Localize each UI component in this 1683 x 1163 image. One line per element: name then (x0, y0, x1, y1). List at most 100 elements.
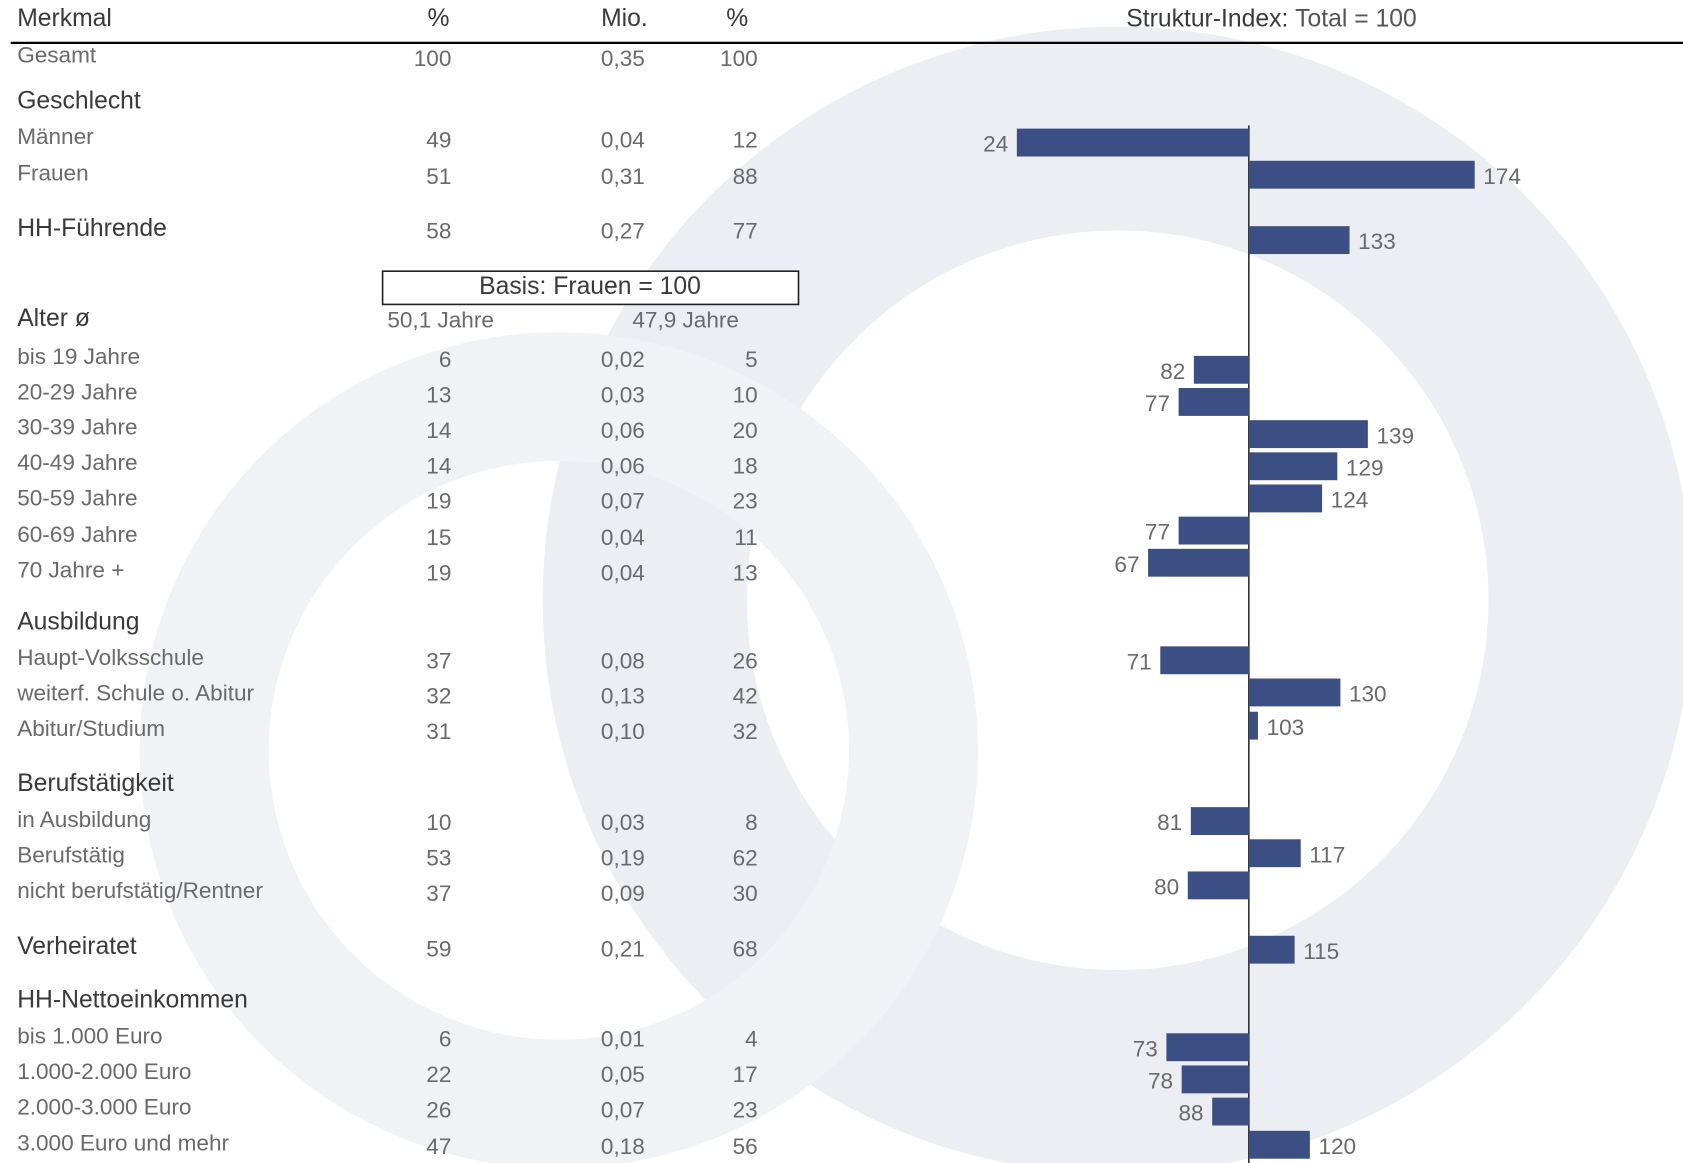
row-label: 2.000-3.000 Euro (17, 1094, 191, 1119)
index-bar (1160, 646, 1249, 675)
cell: 0,02 (601, 347, 645, 372)
index-title: Struktur-Index: Total = 100 (1126, 5, 1416, 32)
index-label: 24 (983, 132, 1008, 157)
cell: 37 (426, 881, 451, 906)
row-label: Berufstätig (17, 842, 125, 867)
cell: 0,10 (601, 719, 645, 744)
index-bar (1248, 711, 1258, 740)
row-label: Haupt-Volksschule (17, 645, 204, 670)
cell: 19 (426, 489, 451, 514)
index-label: 77 (1145, 520, 1170, 545)
cell: 6 (439, 1027, 452, 1052)
cell: 10 (733, 383, 758, 408)
cell: 59 (426, 937, 451, 962)
cell: 88 (733, 164, 758, 189)
index-bar (1148, 548, 1249, 577)
index-bar (1248, 452, 1338, 481)
cell: 22 (426, 1062, 451, 1087)
index-label: 78 (1148, 1069, 1173, 1094)
cell: 14 (426, 453, 451, 478)
cell: 15 (426, 525, 451, 550)
cell: 14 (426, 418, 451, 443)
index-bar (1248, 226, 1350, 255)
cell: 0,04 (601, 127, 645, 152)
cell: 62 (733, 846, 758, 871)
index-label: 73 (1133, 1036, 1158, 1061)
row-label: 1.000-2.000 Euro (17, 1059, 191, 1084)
cell: 0,08 (601, 648, 645, 673)
cell: 0,06 (601, 453, 645, 478)
basis-note: Basis: Frauen = 100 (479, 273, 701, 300)
cell: 0,06 (601, 418, 645, 443)
row-label: Abitur/Studium (17, 716, 165, 741)
cell: 5 (745, 347, 758, 372)
index-bar (1187, 871, 1249, 900)
cell: 0,18 (601, 1134, 645, 1159)
cell: 32 (426, 684, 451, 709)
col-header: Mio. (601, 5, 648, 32)
col-header: Merkmal (17, 5, 112, 32)
cell: 0,21 (601, 937, 645, 962)
cell: 0,35 (601, 46, 645, 71)
group-label: Geschlecht (17, 87, 141, 114)
cell: 0,01 (601, 1027, 645, 1052)
cell: 0,03 (601, 810, 645, 835)
cell: 58 (426, 219, 451, 244)
average: 50,1 Jahre (387, 308, 494, 333)
index-bar (1248, 839, 1301, 868)
index-label: 133 (1358, 229, 1396, 254)
row-label: Gesamt (17, 43, 97, 68)
row-label: nicht berufstätig/Rentner (17, 878, 263, 903)
cell: 0,07 (601, 489, 645, 514)
row-label: 20-29 Jahre (17, 379, 137, 404)
index-label: 103 (1267, 715, 1305, 740)
index-bar (1178, 516, 1249, 545)
row-label: 40-49 Jahre (17, 450, 137, 475)
cell: 56 (733, 1134, 758, 1159)
cell: 77 (733, 219, 758, 244)
index-label: 124 (1331, 488, 1369, 513)
index-label: 80 (1154, 875, 1179, 900)
cell: 4 (745, 1027, 758, 1052)
cell: 17 (733, 1062, 758, 1087)
row-label: 50-59 Jahre (17, 485, 137, 510)
cell: 100 (720, 46, 758, 71)
cell: 0,31 (601, 164, 645, 189)
cell: 18 (733, 453, 758, 478)
cell: 0,04 (601, 525, 645, 550)
group-label: HH-Nettoeinkommen (17, 987, 248, 1014)
index-label: 67 (1114, 552, 1139, 577)
cell: 23 (733, 489, 758, 514)
index-bar (1248, 935, 1295, 964)
index-bar (1181, 1065, 1249, 1094)
index-bar (1212, 1097, 1249, 1126)
cell: 37 (426, 648, 451, 673)
index-note: Total = 100 (1295, 5, 1417, 32)
index-bar (1248, 420, 1368, 449)
cell: 53 (426, 846, 451, 871)
cell: 0,05 (601, 1062, 645, 1087)
cell: 20 (733, 418, 758, 443)
cell: 0,09 (601, 881, 645, 906)
cell: 47 (426, 1134, 451, 1159)
cell: 0,13 (601, 684, 645, 709)
col-header: % (427, 5, 449, 32)
cell: 13 (426, 383, 451, 408)
index-label: 120 (1318, 1134, 1356, 1159)
row-label: 70 Jahre + (17, 557, 124, 582)
index-bar (1248, 160, 1475, 189)
index-bar (1248, 1130, 1310, 1159)
row-label: Männer (17, 124, 94, 149)
index-label: 174 (1483, 164, 1521, 189)
cell: 32 (733, 719, 758, 744)
group-label: Verheiratet (17, 933, 137, 960)
cell: 49 (426, 127, 451, 152)
index-label: 71 (1127, 649, 1152, 674)
basis-box (381, 270, 800, 306)
cell: 0,19 (601, 846, 645, 871)
group-label: Alter ø (17, 305, 90, 332)
index-label: 81 (1157, 810, 1182, 835)
index-label: 77 (1145, 391, 1170, 416)
